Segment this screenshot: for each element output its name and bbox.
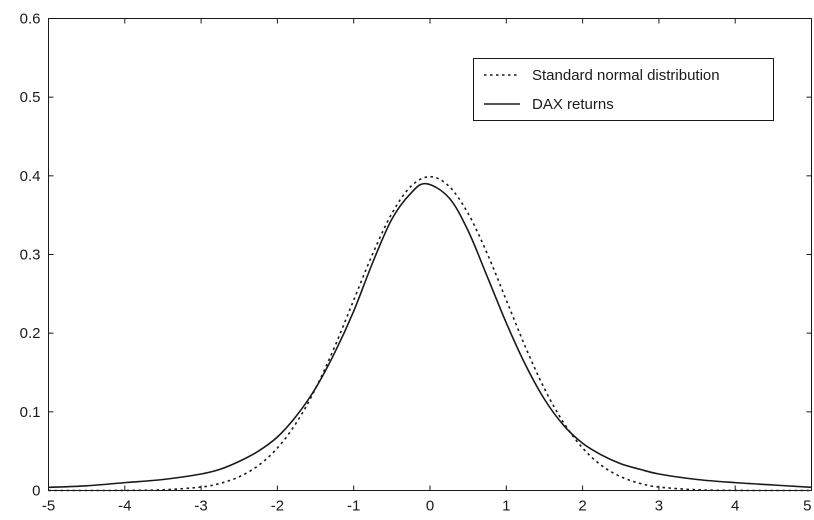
x-tick-label: 2 bbox=[578, 498, 586, 515]
legend-label: DAX returns bbox=[532, 96, 614, 113]
dax-returns-line bbox=[48, 182, 812, 489]
y-tick-label: 0.4 bbox=[20, 168, 41, 185]
x-tick-label: -1 bbox=[347, 498, 360, 515]
legend-box bbox=[473, 58, 774, 121]
y-axis: 0 0.1 0.2 0.3 0.4 0.5 0.6 bbox=[20, 11, 812, 500]
y-tick-label: 0.2 bbox=[20, 325, 41, 342]
y-tick-label: 0.3 bbox=[20, 247, 41, 264]
x-tick-label: 4 bbox=[731, 498, 739, 515]
x-tick-label: 1 bbox=[502, 498, 510, 515]
series-layer bbox=[48, 175, 812, 492]
x-tick-label: 0 bbox=[426, 498, 434, 515]
y-tick-label: 0 bbox=[32, 483, 40, 500]
x-axis: -5 -4 -3 -2 -1 0 1 2 3 4 5 bbox=[42, 18, 812, 515]
x-tick-label: 3 bbox=[655, 498, 663, 515]
y-tick-label: 0.1 bbox=[20, 404, 41, 421]
x-tick-label: -5 bbox=[42, 498, 55, 515]
x-tick-label: 5 bbox=[803, 498, 811, 515]
x-tick-label: -3 bbox=[194, 498, 207, 515]
legend: Standard normal distribution DAX returns bbox=[473, 58, 774, 121]
plot-frame bbox=[48, 18, 812, 491]
normal-distribution-line bbox=[48, 175, 812, 492]
y-tick-label: 0.5 bbox=[20, 89, 41, 106]
y-tick-label: 0.6 bbox=[20, 11, 41, 28]
x-tick-label: -4 bbox=[118, 498, 131, 515]
x-tick-label: -2 bbox=[271, 498, 284, 515]
legend-label: Standard normal distribution bbox=[532, 67, 720, 84]
